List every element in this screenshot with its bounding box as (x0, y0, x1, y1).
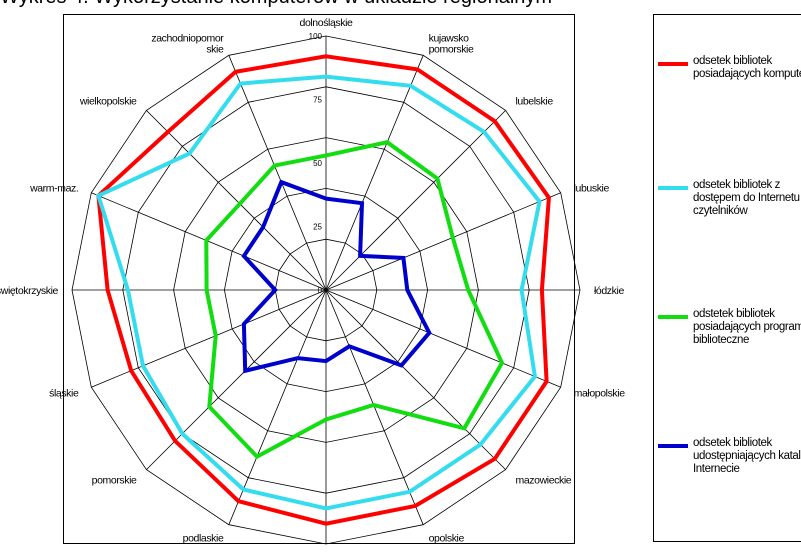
category-label: lubelskie (516, 96, 554, 108)
category-label: pomorskie (92, 475, 137, 487)
grid-spoke (325, 55, 424, 291)
radar-grid (71, 35, 581, 545)
series-line (95, 74, 542, 511)
legend-label: odsetek bibliotek udostępniających katal… (693, 437, 801, 475)
legend-label: odsetek bibliotek posiadających komputer… (693, 55, 801, 80)
category-label: warm-maz. (29, 182, 78, 194)
category-label: lubuskie (574, 182, 610, 194)
grid-spoke (146, 110, 327, 291)
category-label: wielkopolskie (79, 96, 137, 108)
legend-swatch (658, 444, 688, 448)
category-label: świętokrzyskie (0, 285, 59, 297)
radial-tick-label: 25 (313, 223, 322, 232)
category-label: kujawsko pomorskie (429, 32, 474, 55)
category-label: zachodniopomor skie (151, 32, 224, 55)
radial-tick-label: 75 (313, 96, 322, 105)
radial-tick-label: 0 (318, 286, 323, 295)
legend-label: odstetek bibliotek posiadających program… (693, 308, 801, 346)
category-label: dolnośląskie (300, 17, 354, 29)
series-line (96, 54, 551, 526)
legend-swatch (658, 186, 688, 190)
grid-spoke (325, 289, 424, 525)
legend: odsetek bibliotek posiadających komputer… (653, 14, 801, 542)
category-label: łódzkie (594, 285, 624, 297)
legend-swatch (658, 62, 688, 66)
legend-swatch (658, 315, 688, 319)
series-line (241, 179, 432, 374)
grid-spoke (325, 192, 561, 291)
radial-tick-label: 100 (309, 32, 323, 41)
grid-spoke (228, 289, 327, 525)
legend-label: odsetek bibliotek z dostępem do Internet… (693, 179, 801, 217)
category-label: opolskie (429, 533, 465, 545)
category-label: podlaskie (183, 533, 224, 545)
category-labels: dolnośląskie kujawsko pomorskie lubelskie lu… (0, 17, 626, 545)
radial-tick-label: 50 (313, 159, 322, 168)
category-label: mazowieckie (516, 475, 572, 487)
grid-spoke (91, 192, 327, 291)
grid-spoke (325, 289, 561, 388)
category-label: małopolskie (574, 388, 626, 400)
grid-spoke (146, 289, 327, 470)
radial-tick-labels: 0 25 50 75 100 (309, 32, 323, 295)
plot-area (63, 14, 575, 544)
series-line (204, 140, 505, 460)
category-label: śląskie (49, 388, 79, 400)
chart-title: Wykres 4. Wykorzystanie komputerów w ukł… (0, 0, 552, 9)
grid-spoke (325, 110, 506, 291)
series-lines (95, 54, 551, 526)
grid-spoke (228, 55, 327, 291)
grid-spoke (325, 289, 506, 470)
